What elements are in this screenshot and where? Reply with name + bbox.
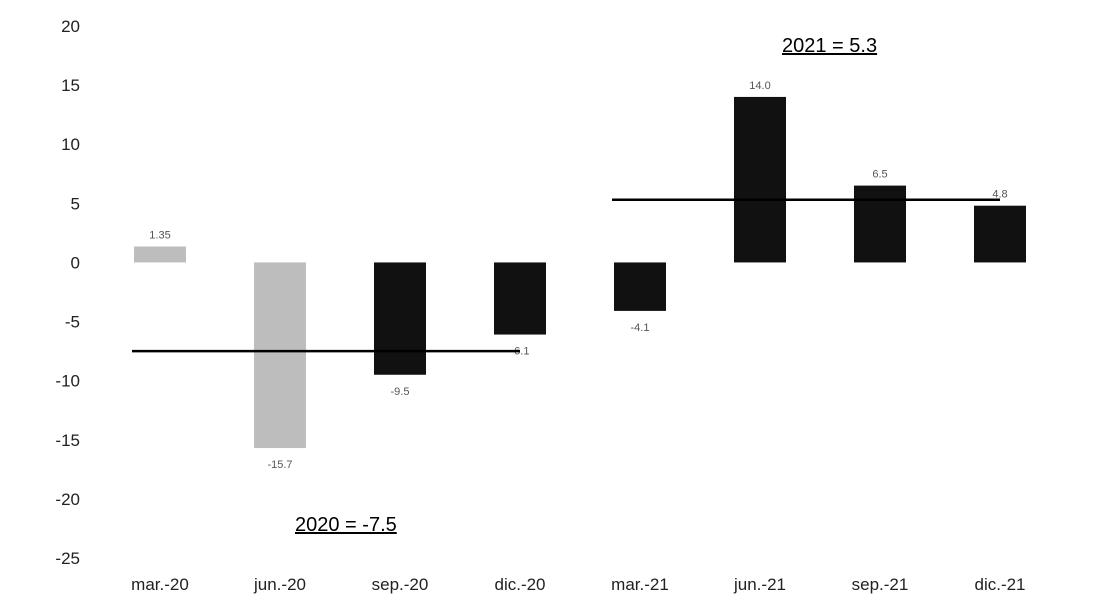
y-tick-label: 5 <box>71 194 80 213</box>
annotation-2020: 2020 = -7.5 <box>295 514 397 536</box>
y-tick-label: 0 <box>71 253 80 272</box>
bar-dic-20 <box>494 262 546 335</box>
y-tick-label: 20 <box>61 17 80 36</box>
y-tick-label: 15 <box>61 76 80 95</box>
x-tick-label: sep.-21 <box>852 575 909 594</box>
data-label: -9.5 <box>391 386 410 398</box>
annotation-2021: 2021 = 5.3 <box>782 35 877 57</box>
data-label: 1.35 <box>149 229 170 241</box>
y-tick-label: -25 <box>55 549 80 568</box>
bar-mar-20 <box>134 246 186 263</box>
x-tick-label: sep.-20 <box>372 575 429 594</box>
data-label: 4.8 <box>992 189 1007 201</box>
bar-sep-21 <box>854 185 906 263</box>
y-tick-label: -15 <box>55 431 80 450</box>
x-tick-label: mar.-20 <box>131 575 189 594</box>
data-label: 6.5 <box>872 169 887 181</box>
x-tick-label: jun.-20 <box>253 575 306 594</box>
bar-jun-21 <box>734 96 786 263</box>
x-axis-ticks: mar.-20 jun.-20 sep.-20 dic.-20 mar.-21 jun.-… <box>131 575 1025 594</box>
bars <box>134 96 1026 449</box>
y-tick-label: -10 <box>55 372 80 391</box>
y-tick-label: -5 <box>65 313 80 332</box>
data-label: -15.7 <box>267 459 292 471</box>
bar-sep-20 <box>374 262 426 375</box>
x-tick-label: dic.-20 <box>494 575 545 594</box>
data-label: 14.0 <box>749 80 770 92</box>
bar-dic-21 <box>974 205 1026 263</box>
y-tick-label: 10 <box>61 135 80 154</box>
x-tick-label: dic.-21 <box>974 575 1025 594</box>
data-label: -4.1 <box>631 322 650 334</box>
bar-mar-21 <box>614 262 666 311</box>
bar-jun-20 <box>254 262 306 449</box>
y-tick-label: -20 <box>55 490 80 509</box>
y-axis-ticks: 20 15 10 5 0 -5 -10 -15 -20 -25 <box>55 17 80 568</box>
x-tick-label: mar.-21 <box>611 575 669 594</box>
x-tick-label: jun.-21 <box>733 575 786 594</box>
average-lines <box>132 198 1000 353</box>
